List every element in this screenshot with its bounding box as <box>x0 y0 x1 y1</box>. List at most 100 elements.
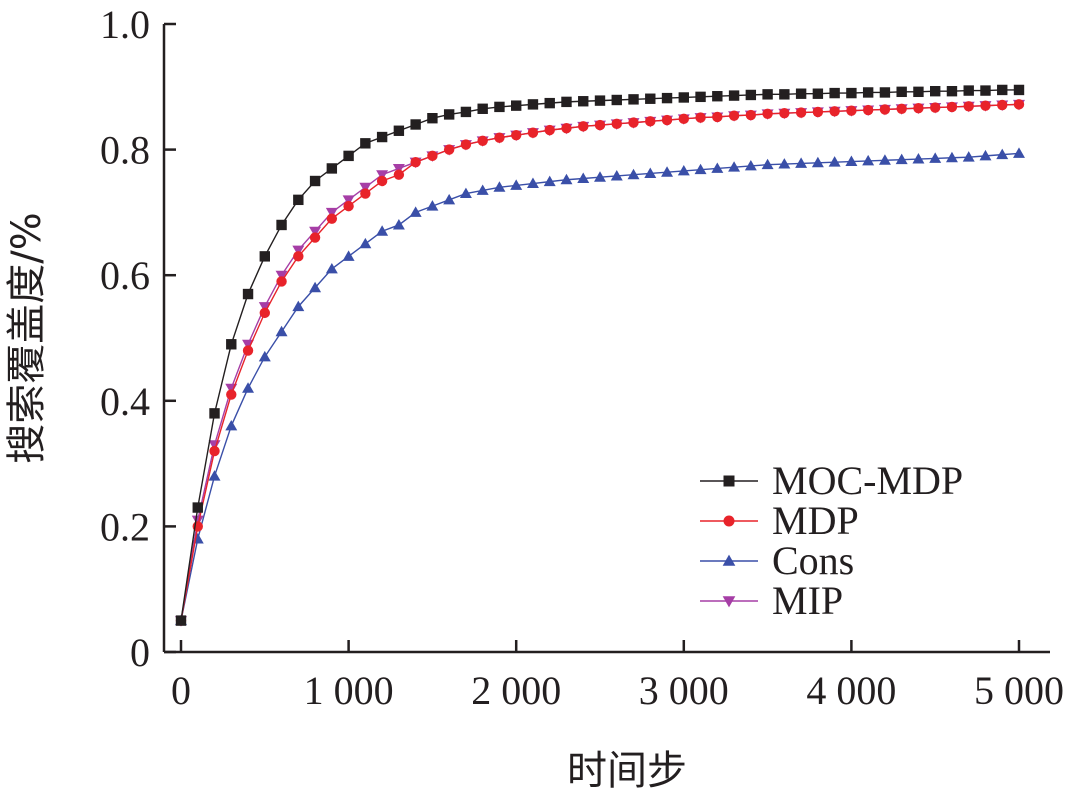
data-point <box>963 101 974 112</box>
data-point <box>930 85 941 97</box>
data-point <box>879 104 891 115</box>
data-point <box>543 175 556 187</box>
x-tick-label: 5 000 <box>974 668 1064 713</box>
data-point <box>292 300 305 312</box>
data-point <box>611 94 622 106</box>
data-point <box>628 94 639 105</box>
data-point <box>460 139 472 150</box>
y-axis-title: 搜索覆盖度/% <box>4 212 50 463</box>
y-tick-label: 0.6 <box>100 253 150 298</box>
data-point <box>594 171 606 182</box>
data-point <box>862 104 874 116</box>
data-point <box>896 103 907 114</box>
data-point <box>795 88 807 99</box>
data-point <box>325 207 338 219</box>
x-tick-label: 1 000 <box>304 668 394 713</box>
legend-item: MDP <box>700 498 859 543</box>
data-point <box>695 112 706 123</box>
data-point <box>846 105 857 116</box>
data-point <box>812 106 824 118</box>
data-point <box>962 151 975 162</box>
data-point <box>862 87 874 98</box>
data-point <box>594 95 606 106</box>
legend-label: Cons <box>772 538 854 583</box>
legend-item: MOC-MDP <box>700 458 963 503</box>
y-tick-label: 0.4 <box>100 379 150 424</box>
data-point <box>359 182 372 194</box>
data-point <box>293 251 304 262</box>
data-point <box>645 93 656 104</box>
data-point <box>578 121 589 132</box>
data-point <box>275 270 288 282</box>
series-line <box>180 89 1019 621</box>
data-point <box>762 89 773 100</box>
data-point <box>393 169 405 180</box>
data-point <box>661 92 673 104</box>
legend-marker <box>722 554 736 566</box>
data-point <box>913 102 924 114</box>
data-point <box>511 129 522 141</box>
y-tick-label: 1.0 <box>100 2 150 47</box>
data-point <box>728 161 741 172</box>
data-point <box>342 250 355 261</box>
data-point <box>846 87 857 99</box>
data-point <box>343 200 354 212</box>
data-point <box>426 200 439 211</box>
data-point <box>1013 147 1025 158</box>
data-point <box>494 101 505 113</box>
legend-marker <box>723 515 735 527</box>
data-point <box>745 109 757 121</box>
data-point <box>526 177 539 188</box>
data-point <box>812 88 824 99</box>
data-point <box>946 85 958 97</box>
series-line <box>180 152 1020 621</box>
data-point <box>359 237 372 249</box>
data-point <box>242 288 254 300</box>
data-point <box>1013 99 1025 110</box>
data-point <box>276 219 287 231</box>
data-point <box>779 107 790 119</box>
data-point <box>728 110 740 121</box>
data-point <box>997 99 1008 111</box>
data-point <box>511 100 522 111</box>
data-point <box>276 276 287 287</box>
data-point <box>510 179 523 190</box>
data-point <box>594 119 606 131</box>
data-point <box>360 138 371 149</box>
data-point <box>762 108 773 120</box>
y-tick-label: 0.2 <box>100 504 150 549</box>
x-tick-label: 0 <box>171 668 191 713</box>
data-point <box>845 155 858 167</box>
data-point <box>712 91 723 102</box>
legend-item: MIP <box>700 578 843 623</box>
data-point <box>929 152 942 163</box>
legend-label: MIP <box>772 578 843 623</box>
data-point <box>360 188 371 199</box>
data-point <box>477 135 488 147</box>
x-tick-label: 4 000 <box>806 668 896 713</box>
data-point <box>493 181 506 192</box>
data-point <box>795 107 807 118</box>
data-point <box>979 149 992 161</box>
series-moc-mdp <box>175 84 1025 626</box>
data-point <box>578 96 589 107</box>
data-point <box>946 101 958 113</box>
data-point <box>711 162 724 173</box>
data-point <box>712 111 723 123</box>
data-point <box>963 85 974 96</box>
data-point <box>209 408 220 419</box>
data-point <box>410 119 421 130</box>
x-axis-title: 时间步 <box>567 748 687 794</box>
data-point <box>795 157 808 168</box>
data-point <box>694 163 707 175</box>
data-point <box>459 187 472 199</box>
data-point <box>678 92 689 103</box>
data-point <box>661 114 673 126</box>
data-point <box>309 226 322 238</box>
y-tick-label: 0.8 <box>100 128 150 173</box>
data-point <box>342 195 355 206</box>
data-point <box>761 158 774 170</box>
data-point <box>1013 84 1025 96</box>
data-point <box>376 175 388 187</box>
